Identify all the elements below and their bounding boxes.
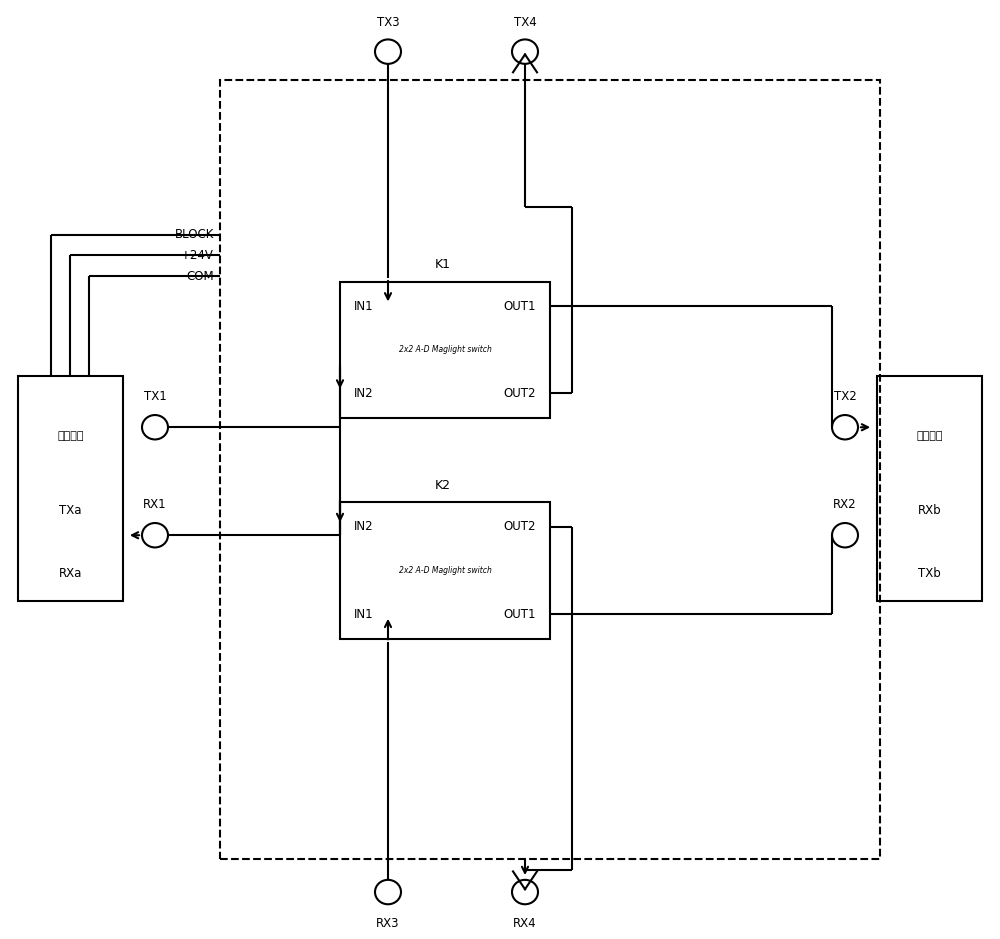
- Text: K2: K2: [435, 479, 451, 492]
- Text: IN1: IN1: [354, 608, 374, 621]
- Text: OUT2: OUT2: [504, 387, 536, 400]
- Text: COM: COM: [186, 269, 214, 283]
- Text: 2x2 A-D Maglight switch: 2x2 A-D Maglight switch: [399, 566, 491, 575]
- Text: K1: K1: [435, 258, 451, 271]
- Text: RX1: RX1: [143, 498, 167, 511]
- Text: TX1: TX1: [144, 390, 166, 403]
- Text: RX2: RX2: [833, 498, 857, 511]
- Text: RX4: RX4: [513, 916, 537, 930]
- Bar: [220, 80, 880, 859]
- Text: RXa: RXa: [59, 567, 82, 580]
- Text: 2x2 A-D Maglight switch: 2x2 A-D Maglight switch: [399, 346, 491, 354]
- Text: RXb: RXb: [918, 504, 941, 517]
- Text: IN1: IN1: [354, 300, 374, 313]
- Text: 本侧保护: 本侧保护: [57, 431, 84, 441]
- Text: BLOCK: BLOCK: [175, 228, 214, 241]
- Text: TX4: TX4: [514, 16, 536, 29]
- Text: OUT1: OUT1: [504, 300, 536, 313]
- Bar: [877, 376, 982, 601]
- Text: OUT2: OUT2: [504, 520, 536, 533]
- Text: OUT1: OUT1: [504, 608, 536, 621]
- Text: TXa: TXa: [59, 504, 82, 517]
- Bar: [340, 502, 550, 639]
- Text: IN2: IN2: [354, 520, 374, 533]
- Text: TX3: TX3: [377, 16, 399, 29]
- Text: IN2: IN2: [354, 387, 374, 400]
- Text: TXb: TXb: [918, 567, 941, 580]
- Bar: [340, 282, 550, 418]
- Bar: [18, 376, 123, 601]
- Text: RX3: RX3: [376, 916, 400, 930]
- Text: TX2: TX2: [834, 390, 856, 403]
- Text: 对侧保护: 对侧保护: [916, 431, 943, 441]
- Text: +24V: +24V: [181, 249, 214, 262]
